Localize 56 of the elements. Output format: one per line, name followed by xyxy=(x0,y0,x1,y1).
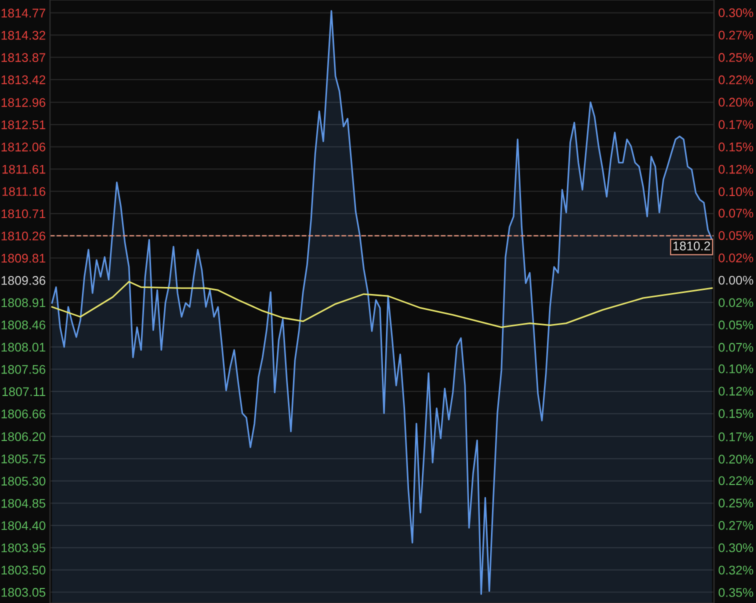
y-tick-label: 1812.51 xyxy=(2,120,46,130)
y2-tick-label: 0.07% xyxy=(718,208,754,218)
y-tick-label: 1805.30 xyxy=(2,476,46,486)
y-tick-label: 1812.96 xyxy=(2,98,46,107)
y-tick-label: 1805.75 xyxy=(2,454,46,464)
y2-tick-label: 0.12% xyxy=(718,164,754,174)
y-tick-label: 1813.42 xyxy=(2,75,46,84)
y2-tick-label: 0.17% xyxy=(718,120,754,130)
y-tick-label: 1808.46 xyxy=(2,320,46,330)
y-tick-label: 1811.16 xyxy=(2,187,46,196)
y-tick-label: 1810.71 xyxy=(2,209,46,218)
y-tick-label: 1814.77 xyxy=(2,8,46,18)
y-tick-label: 1803.05 xyxy=(2,588,46,597)
y-tick-label: 1808.91 xyxy=(2,298,46,308)
y2-tick-label: 0.25% xyxy=(718,498,754,508)
annotation: 1810.2 xyxy=(673,242,710,250)
y-tick-label: 1804.40 xyxy=(2,521,46,530)
y-tick-label: 1806.66 xyxy=(2,410,46,418)
y2-tick-label: 0.15% xyxy=(718,409,754,418)
y2-tick-label: 0.05% xyxy=(718,320,754,330)
y2-tick-label: 0.20% xyxy=(718,454,754,464)
y2-tick-label: 0.07% xyxy=(718,342,754,352)
y-tick-label: 1808.01 xyxy=(2,342,46,352)
y2-tick-label: 0.17% xyxy=(718,432,754,442)
y-tick-label: 1807.56 xyxy=(2,365,46,374)
y2-tick-label: 0.32% xyxy=(718,566,754,575)
y-tick-label: 1813.87 xyxy=(2,53,46,62)
y2-tick-label: 0.20% xyxy=(718,98,754,107)
y2-tick-label: 0.27% xyxy=(718,520,754,530)
y2-tick-label: 0.02% xyxy=(718,298,754,308)
y2-tick-label: 0.25% xyxy=(718,53,754,62)
y-tick-label: 1804.85 xyxy=(2,498,46,508)
y2-tick-label: 0.10% xyxy=(718,187,754,196)
y-tick-label: 1814.32 xyxy=(2,30,46,40)
y2-tick-label: 0.05% xyxy=(718,231,754,240)
y2-tick-label: 0.10% xyxy=(718,364,754,374)
y2-tick-label: 0.35% xyxy=(718,588,754,597)
y-tick-label: 1809.81 xyxy=(2,254,46,263)
y-tick-label: 1803.50 xyxy=(2,566,46,575)
line-series xyxy=(51,280,713,328)
y2-tick-label: 0.15% xyxy=(718,142,754,152)
y2-tick-label: 0.12% xyxy=(718,386,754,396)
y2-tick-label: 0.22% xyxy=(718,75,754,84)
y2-tick-label: 0.22% xyxy=(718,476,754,486)
y2-tick-label: 0.30% xyxy=(718,543,754,552)
y2-tick-label: 0.30% xyxy=(718,8,754,18)
y-tick-label: 1810.26 xyxy=(2,232,46,240)
y-tick-label: 1811.61 xyxy=(2,164,46,174)
y-tick-label: 1809.36 xyxy=(2,276,46,285)
y-tick-label: 1807.11 xyxy=(2,387,46,396)
y2-tick-label: 0.02% xyxy=(718,253,754,262)
y-tick-label: 1812.06 xyxy=(2,142,46,152)
y-tick-label: 1803.95 xyxy=(2,543,46,552)
y2-tick-label: 0.27% xyxy=(718,30,754,40)
y2-tick-label: 0.00% xyxy=(718,276,754,285)
y-tick-label: 1806.20 xyxy=(2,432,46,442)
